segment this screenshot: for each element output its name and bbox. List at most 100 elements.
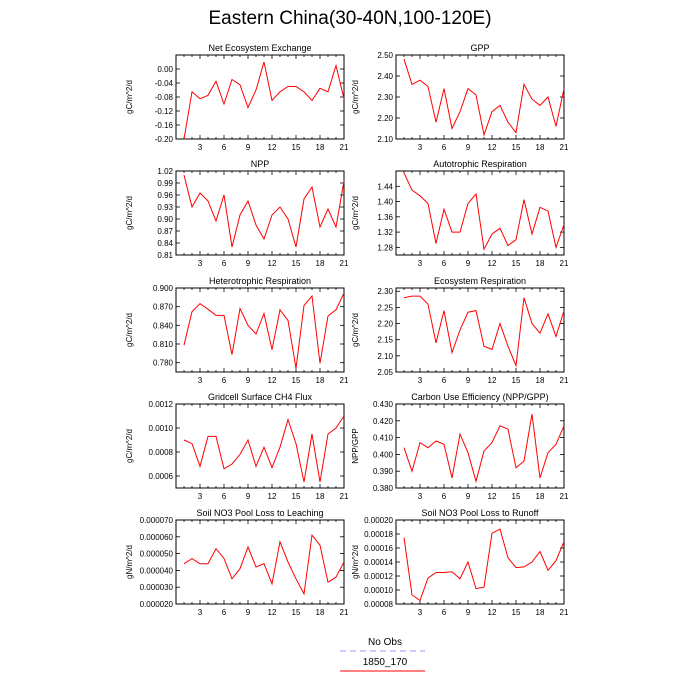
y-tick-label: 0.96 — [157, 191, 173, 200]
x-tick-label: 18 — [536, 492, 545, 501]
x-tick-label: 9 — [466, 492, 471, 501]
y-tick-label: 0.420 — [373, 417, 394, 426]
x-tick-label: 18 — [316, 376, 325, 385]
legend-label-1850-170: 1850_170 — [362, 657, 408, 668]
y-tick-label: 1.44 — [377, 182, 393, 191]
x-tick-label: 9 — [466, 376, 471, 385]
plot-frame — [175, 287, 345, 373]
y-tick-label: 2.20 — [377, 114, 393, 123]
y-tick-label: 0.390 — [373, 467, 394, 476]
x-tick-label: 3 — [418, 492, 423, 501]
y-tick-label: -0.16 — [155, 121, 174, 130]
y-tick-label: 2.10 — [377, 352, 393, 361]
x-tick-label: 6 — [442, 608, 447, 617]
y-tick-label: 0.900 — [153, 284, 174, 293]
y-tick-label: 0.99 — [157, 179, 173, 188]
x-tick-label: 12 — [488, 143, 497, 152]
y-axis-label: NPP/GPP — [351, 428, 360, 464]
x-tick-label: 9 — [246, 143, 251, 152]
y-tick-label: 2.40 — [377, 72, 393, 81]
plot-frame — [395, 403, 565, 489]
y-tick-label: 0.000070 — [140, 516, 174, 525]
plot-frame — [395, 54, 565, 140]
x-tick-label: 9 — [246, 608, 251, 617]
x-tick-label: 6 — [222, 608, 227, 617]
x-tick-label: 9 — [246, 259, 251, 268]
x-tick-label: 21 — [560, 259, 569, 268]
y-tick-label: 0.00012 — [364, 572, 393, 581]
y-axis-label: gC/m^2/d — [125, 429, 134, 463]
plot-frame — [395, 170, 565, 256]
y-tick-label: 0.870 — [153, 303, 174, 312]
x-tick-label: 18 — [316, 608, 325, 617]
x-tick-label: 15 — [292, 492, 301, 501]
y-tick-label: 0.000050 — [140, 550, 174, 559]
y-tick-label: 0.0008 — [149, 448, 174, 457]
x-tick-label: 6 — [442, 143, 447, 152]
y-tick-label: -0.04 — [155, 79, 174, 88]
y-axis-label: gC/m^2/d — [125, 80, 134, 114]
y-tick-label: 0.000060 — [140, 533, 174, 542]
x-tick-label: 3 — [198, 143, 203, 152]
y-tick-label: 1.02 — [157, 167, 173, 176]
legend-label-no-obs: No Obs — [368, 637, 402, 648]
x-tick-label: 15 — [512, 259, 521, 268]
x-tick-label: 12 — [488, 492, 497, 501]
y-tick-label: 0.810 — [153, 340, 174, 349]
y-tick-label: 0.81 — [157, 251, 173, 260]
y-tick-label: 1.32 — [377, 228, 393, 237]
plot-frame — [175, 54, 345, 140]
y-tick-label: 0.410 — [373, 434, 394, 443]
x-tick-label: 15 — [512, 492, 521, 501]
y-tick-label: 0.00 — [157, 65, 173, 74]
y-tick-label: -0.12 — [155, 107, 174, 116]
panel-title: Net Ecosystem Exchange — [208, 43, 311, 53]
x-tick-label: 12 — [488, 376, 497, 385]
y-axis-label: gC/m^2/d — [125, 196, 134, 230]
panel-title: Soil NO3 Pool Loss to Leaching — [196, 508, 323, 518]
plot-frame — [395, 287, 565, 373]
x-tick-label: 3 — [198, 492, 203, 501]
y-tick-label: 0.0012 — [149, 400, 174, 409]
panel-title: Soil NO3 Pool Loss to Runoff — [422, 508, 539, 518]
y-tick-label: 0.00018 — [364, 530, 393, 539]
x-tick-label: 3 — [198, 608, 203, 617]
x-tick-label: 3 — [418, 608, 423, 617]
y-tick-label: 0.00020 — [364, 516, 393, 525]
y-tick-label: 1.28 — [377, 243, 393, 252]
x-tick-label: 12 — [268, 492, 277, 501]
plot-frame — [395, 519, 565, 605]
y-tick-label: 0.000030 — [140, 583, 174, 592]
y-tick-label: 2.30 — [377, 93, 393, 102]
series-line — [403, 414, 565, 484]
y-tick-label: -0.08 — [155, 93, 174, 102]
y-tick-label: 0.93 — [157, 203, 173, 212]
x-tick-label: 15 — [512, 143, 521, 152]
panel-title: NPP — [251, 159, 270, 169]
y-tick-label: 0.780 — [153, 359, 174, 368]
x-tick-label: 6 — [222, 143, 227, 152]
x-tick-label: 21 — [340, 608, 349, 617]
x-tick-label: 15 — [512, 608, 521, 617]
y-tick-label: 0.00010 — [364, 586, 393, 595]
y-axis-label: gC/m^2/d — [351, 196, 360, 230]
y-tick-label: 0.0006 — [149, 472, 174, 481]
x-tick-label: 18 — [536, 143, 545, 152]
x-tick-label: 21 — [560, 143, 569, 152]
x-tick-label: 9 — [246, 492, 251, 501]
x-tick-label: 21 — [560, 608, 569, 617]
y-tick-label: 1.40 — [377, 198, 393, 207]
x-tick-label: 18 — [316, 143, 325, 152]
x-tick-label: 6 — [442, 492, 447, 501]
x-tick-label: 3 — [418, 143, 423, 152]
y-tick-label: 2.30 — [377, 287, 393, 296]
x-tick-label: 21 — [340, 259, 349, 268]
x-tick-label: 12 — [268, 143, 277, 152]
y-tick-label: 0.400 — [373, 450, 394, 459]
x-tick-label: 9 — [466, 608, 471, 617]
x-tick-label: 12 — [488, 259, 497, 268]
x-tick-label: 21 — [560, 492, 569, 501]
y-axis-label: gN/m^2/d — [351, 545, 360, 579]
x-tick-label: 3 — [198, 259, 203, 268]
plot-frame — [175, 403, 345, 489]
